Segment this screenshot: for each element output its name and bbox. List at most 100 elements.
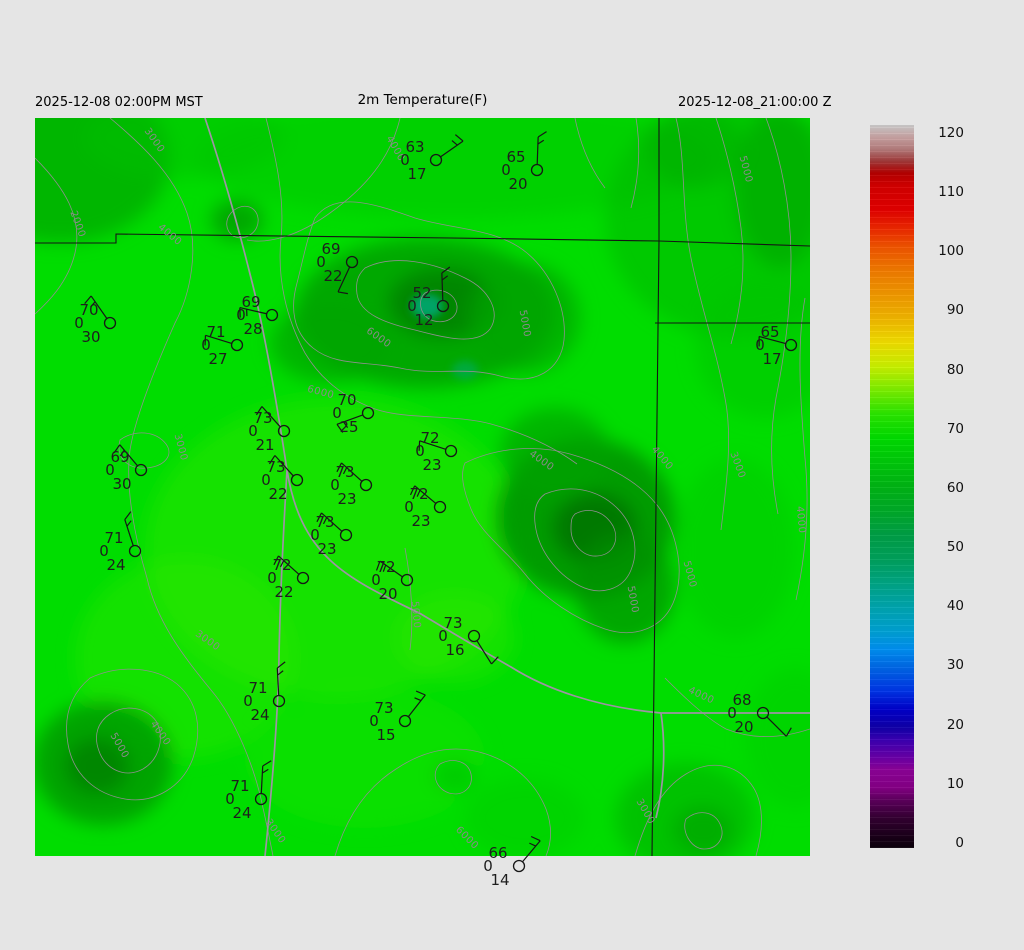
station-temperature-value: 72 xyxy=(420,429,439,447)
station-circle xyxy=(398,714,412,728)
station-circle xyxy=(433,500,447,514)
temperature-blob xyxy=(745,668,810,808)
wind-barb-tick xyxy=(273,555,280,566)
road-line xyxy=(204,118,810,714)
wind-barb-tick xyxy=(454,134,464,142)
station-dewpoint-value: 0 xyxy=(407,297,417,315)
contour-elevation-label: 5000 xyxy=(625,585,641,614)
elevation-contour-line xyxy=(715,118,744,345)
elevation-contour-line xyxy=(226,205,259,239)
elevation-contour-line xyxy=(570,510,617,557)
wind-barb-shaft xyxy=(261,406,281,428)
temperature-blob xyxy=(470,263,580,373)
station-circle xyxy=(265,308,279,322)
elevation-contour-line xyxy=(462,448,680,633)
wind-barb-tick xyxy=(124,511,132,520)
station-wind-speed-value: 20 xyxy=(378,585,397,603)
station-dewpoint-value: 0 xyxy=(483,857,493,875)
station-wind-speed-value: 15 xyxy=(376,726,395,744)
station-circle xyxy=(530,163,544,177)
station-temperature-value: 73 xyxy=(266,458,285,476)
wind-barb-shaft xyxy=(90,295,108,319)
station-temperature-value: 70 xyxy=(337,391,356,409)
station-temperature-value: 65 xyxy=(506,148,525,166)
wind-barb-tick xyxy=(262,760,272,767)
wind-barb-shaft xyxy=(278,555,300,575)
wind-barb-shaft xyxy=(758,335,786,345)
elevation-contour-line xyxy=(404,547,413,651)
temperature-blob xyxy=(65,738,129,794)
station-circle xyxy=(467,629,481,643)
station-dewpoint-value: 0 xyxy=(332,404,342,422)
station-temperature-value: 72 xyxy=(376,558,395,576)
colorbar-tick-label: 100 xyxy=(938,243,964,260)
elevation-contour-line xyxy=(664,677,810,737)
colorbar-tick-label: 60 xyxy=(946,479,964,496)
station-circle xyxy=(230,338,244,352)
wind-barb-tick xyxy=(537,131,547,138)
station-wind-speed-value: 17 xyxy=(407,165,426,183)
wind-barb-shaft xyxy=(336,414,364,425)
station-dewpoint-value: 0 xyxy=(404,498,414,516)
station-circle xyxy=(400,573,414,587)
wind-barb-tick xyxy=(537,139,545,145)
station-wind-speed-value: 20 xyxy=(734,718,753,736)
elevation-contour-line xyxy=(795,297,808,601)
station-dewpoint-value: 0 xyxy=(248,422,258,440)
station-temperature-value: 71 xyxy=(206,323,225,341)
elevation-contour-line xyxy=(334,748,551,856)
station-circle xyxy=(512,859,526,873)
station-dewpoint-value: 0 xyxy=(105,461,115,479)
elevation-contour-line xyxy=(265,118,578,465)
station-circle xyxy=(429,153,443,167)
station-dewpoint-value: 0 xyxy=(236,306,246,324)
temperature-blob xyxy=(433,759,477,793)
elevation-contour-line xyxy=(765,118,792,515)
wind-barb-shaft xyxy=(321,512,343,532)
county-boundary-line xyxy=(651,118,660,856)
station-wind-speed-value: 24 xyxy=(106,556,125,574)
station-circle xyxy=(444,444,458,458)
station-temperature-value: 72 xyxy=(409,485,428,503)
wind-barb-tick xyxy=(409,485,416,496)
colorbar-tick-label: 90 xyxy=(946,302,964,319)
wind-barb-tick xyxy=(255,406,263,416)
wind-barb-shaft xyxy=(419,440,446,450)
station-circle xyxy=(134,463,148,477)
station-temperature-value: 69 xyxy=(321,240,340,258)
colorbar-tick-label: 80 xyxy=(946,361,964,378)
wind-barb-tick xyxy=(279,560,285,568)
station-wind-speed-value: 20 xyxy=(508,175,527,193)
wind-barb-shaft xyxy=(522,840,541,863)
cold-spot-blob xyxy=(452,361,478,379)
colorbar-tick-label: 70 xyxy=(946,420,964,437)
station-circle xyxy=(436,299,450,313)
wind-barb-tick xyxy=(336,462,343,473)
station-wind-speed-value: 23 xyxy=(317,540,336,558)
colorbar-tick-label: 120 xyxy=(938,124,964,141)
station-circle xyxy=(339,528,353,542)
wind-barb-tick xyxy=(113,444,121,454)
wind-barb-shaft xyxy=(407,694,426,718)
station-circle xyxy=(345,255,359,269)
station-dewpoint-value: 0 xyxy=(371,571,381,589)
station-dewpoint-value: 0 xyxy=(74,314,84,332)
colorbar-tick-label: 30 xyxy=(946,657,964,674)
temperature-blob xyxy=(245,688,485,828)
station-wind-speed-value: 12 xyxy=(414,311,433,329)
road-line xyxy=(264,469,288,856)
wind-barb-tick xyxy=(337,291,349,295)
elevation-contour-line xyxy=(356,260,495,340)
road-line xyxy=(655,712,665,819)
wind-barb-shaft xyxy=(239,306,267,315)
station-dewpoint-value: 0 xyxy=(261,471,271,489)
station-dewpoint-value: 0 xyxy=(310,526,320,544)
temperature-blob xyxy=(465,778,585,856)
